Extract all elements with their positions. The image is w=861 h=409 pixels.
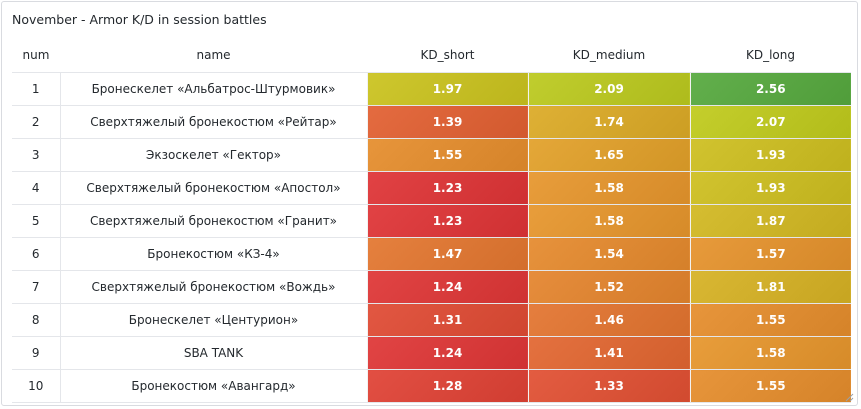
row-num-cell: 10 [12,369,60,403]
kd-long-cell: 1.93 [689,138,851,172]
row-name-cell: Бронескелет «Центурион» [59,303,367,337]
table-row: 9 SBA TANK 1.24 1.41 1.58 [12,336,851,370]
kd-medium-cell: 1.65 [527,138,690,172]
table-row: 2 Сверхтяжелый бронекостюм «Рейтар» 1.39 1.… [12,105,851,139]
kd-long-cell: 1.57 [689,237,851,271]
column-header-kd-long[interactable]: KD_long [690,38,851,73]
row-name-cell: Сверхтяжелый бронекостюм «Апостол» [59,171,367,205]
table-row: 6 Бронекостюм «КЗ-4» 1.47 1.54 1.57 [12,237,851,271]
kd-medium-cell: 1.58 [527,204,690,238]
kd-short-cell: 1.24 [366,270,528,304]
kd-short-cell: 1.23 [366,171,528,205]
table-row: 5 Сверхтяжелый бронекостюм «Гранит» 1.23 1.… [12,204,851,238]
kd-medium-cell: 1.54 [527,237,690,271]
kd-medium-cell: 1.33 [527,369,690,403]
row-name-cell: Сверхтяжелый бронекостюм «Вождь» [59,270,367,304]
column-header-kd-medium[interactable]: KD_medium [528,38,690,73]
row-name-cell: Экзоскелет «Гектор» [59,138,367,172]
row-num-cell: 6 [12,237,60,271]
table-row: 7 Сверхтяжелый бронекостюм «Вождь» 1.24 1.5… [12,270,851,304]
kd-short-cell: 1.47 [366,237,528,271]
table-row: 10 Бронекостюм «Авангард» 1.28 1.33 1.55 [12,369,851,403]
column-header-kd-short[interactable]: KD_short [367,38,528,73]
kd-long-cell: 1.81 [689,270,851,304]
row-num-cell: 7 [12,270,60,304]
row-num-cell: 3 [12,138,60,172]
kd-short-cell: 1.97 [366,72,528,106]
kd-medium-cell: 2.09 [527,72,690,106]
row-num-cell: 4 [12,171,60,205]
row-num-cell: 8 [12,303,60,337]
row-name-cell: SBA TANK [59,336,367,370]
kd-short-cell: 1.39 [366,105,528,139]
kd-long-cell: 2.07 [689,105,851,139]
table-header-row: num name KD_short KD_medium KD_long [12,38,851,73]
kd-medium-cell: 1.74 [527,105,690,139]
table-row: 1 Бронескелет «Альбатрос-Штурмовик» 1.97 2.… [12,72,851,106]
kd-short-cell: 1.24 [366,336,528,370]
table-row: 8 Бронескелет «Центурион» 1.31 1.46 1.55 [12,303,851,337]
column-header-name[interactable]: name [60,38,367,73]
column-header-num[interactable]: num [12,38,60,73]
table-row: 4 Сверхтяжелый бронекостюм «Апостол» 1.23 1… [12,171,851,205]
kd-medium-cell: 1.58 [527,171,690,205]
kd-long-cell: 1.55 [689,369,851,403]
row-name-cell: Бронекостюм «КЗ-4» [59,237,367,271]
kd-long-cell: 1.93 [689,171,851,205]
row-num-cell: 9 [12,336,60,370]
row-num-cell: 5 [12,204,60,238]
resize-handle-icon[interactable] [844,392,854,402]
kd-medium-cell: 1.46 [527,303,690,337]
row-num-cell: 1 [12,72,60,106]
kd-medium-cell: 1.41 [527,336,690,370]
kd-long-cell: 1.87 [689,204,851,238]
row-name-cell: Бронескелет «Альбатрос-Штурмовик» [59,72,367,106]
kd-long-cell: 1.58 [689,336,851,370]
kd-long-cell: 1.55 [689,303,851,337]
kd-table: num name KD_short KD_medium KD_long 1 Бро… [12,38,851,403]
row-name-cell: Бронекостюм «Авангард» [59,369,367,403]
kd-short-cell: 1.28 [366,369,528,403]
kd-medium-cell: 1.52 [527,270,690,304]
row-num-cell: 2 [12,105,60,139]
kd-short-cell: 1.31 [366,303,528,337]
table-row: 3 Экзоскелет «Гектор» 1.55 1.65 1.93 [12,138,851,172]
row-name-cell: Сверхтяжелый бронекостюм «Гранит» [59,204,367,238]
kd-long-cell: 2.56 [689,72,851,106]
kd-short-cell: 1.55 [366,138,528,172]
row-name-cell: Сверхтяжелый бронекостюм «Рейтар» [59,105,367,139]
panel-title: November - Armor K/D in session battles [12,12,267,27]
kd-short-cell: 1.23 [366,204,528,238]
